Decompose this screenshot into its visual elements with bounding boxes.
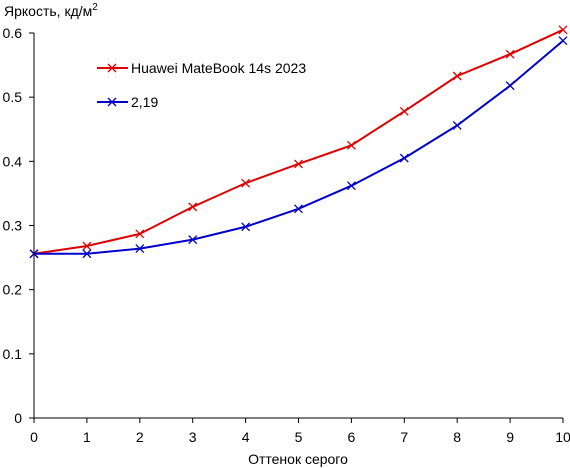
data-point	[188, 202, 198, 212]
data-point	[135, 244, 145, 254]
x-tick-label: 2	[136, 429, 144, 445]
y-tick-label: 0.3	[3, 218, 23, 234]
x-tick-label: 9	[506, 429, 514, 445]
legend-item: Huawei MateBook 14s 2023	[97, 60, 306, 76]
data-point	[135, 229, 145, 239]
data-point	[346, 181, 356, 191]
x-tick-label: 10	[555, 429, 570, 445]
y-tick-label: 0.2	[3, 282, 23, 298]
y-axis-title-superscript: 2	[92, 2, 98, 13]
data-point	[452, 120, 462, 130]
data-point	[294, 159, 303, 169]
data-point	[558, 25, 568, 35]
data-point	[241, 178, 251, 188]
data-point	[188, 235, 198, 245]
x-tick-label: 8	[453, 429, 461, 445]
x-tick-label: 4	[242, 429, 250, 445]
y-tick-label: 0	[14, 410, 22, 426]
data-point	[399, 153, 409, 163]
y-tick-label: 0.4	[3, 153, 23, 169]
series-1	[29, 25, 568, 259]
x-axis-title: Оттенок серого	[248, 451, 348, 467]
y-tick-label: 0.6	[3, 25, 23, 41]
data-point	[452, 71, 462, 81]
legend: Huawei MateBook 14s 2023 2,19	[97, 60, 306, 110]
x-tick-label: 1	[83, 429, 91, 445]
data-point	[82, 241, 92, 251]
legend-item: 2,19	[97, 94, 158, 110]
y-axis-title: Яркость, кд/м2	[4, 2, 98, 19]
data-point	[558, 36, 568, 46]
ticks-layer: 0 1 2 3 4 5 6 7 8 9 10 0 0.1 0.2 0.3 0.4 0.5 0.6	[3, 25, 570, 445]
data-point	[82, 249, 92, 259]
legend-label: 2,19	[131, 94, 158, 110]
x-tick-label: 3	[189, 429, 197, 445]
data-point	[346, 140, 356, 150]
y-tick-label: 0.5	[3, 89, 23, 105]
legend-label: Huawei MateBook 14s 2023	[131, 60, 306, 76]
x-tick-label: 6	[348, 429, 356, 445]
x-tick-label: 0	[30, 429, 38, 445]
data-point	[241, 222, 251, 232]
series-layer	[29, 25, 568, 259]
data-point	[399, 106, 409, 116]
x-tick-label: 7	[400, 429, 408, 445]
x-tick-label: 5	[295, 429, 303, 445]
y-tick-label: 0.1	[3, 346, 23, 362]
data-point	[505, 81, 515, 91]
axes-layer	[33, 33, 563, 419]
y-axis-title-text: Яркость, кд/м	[4, 3, 92, 19]
data-point	[505, 49, 515, 59]
data-point	[294, 204, 303, 214]
